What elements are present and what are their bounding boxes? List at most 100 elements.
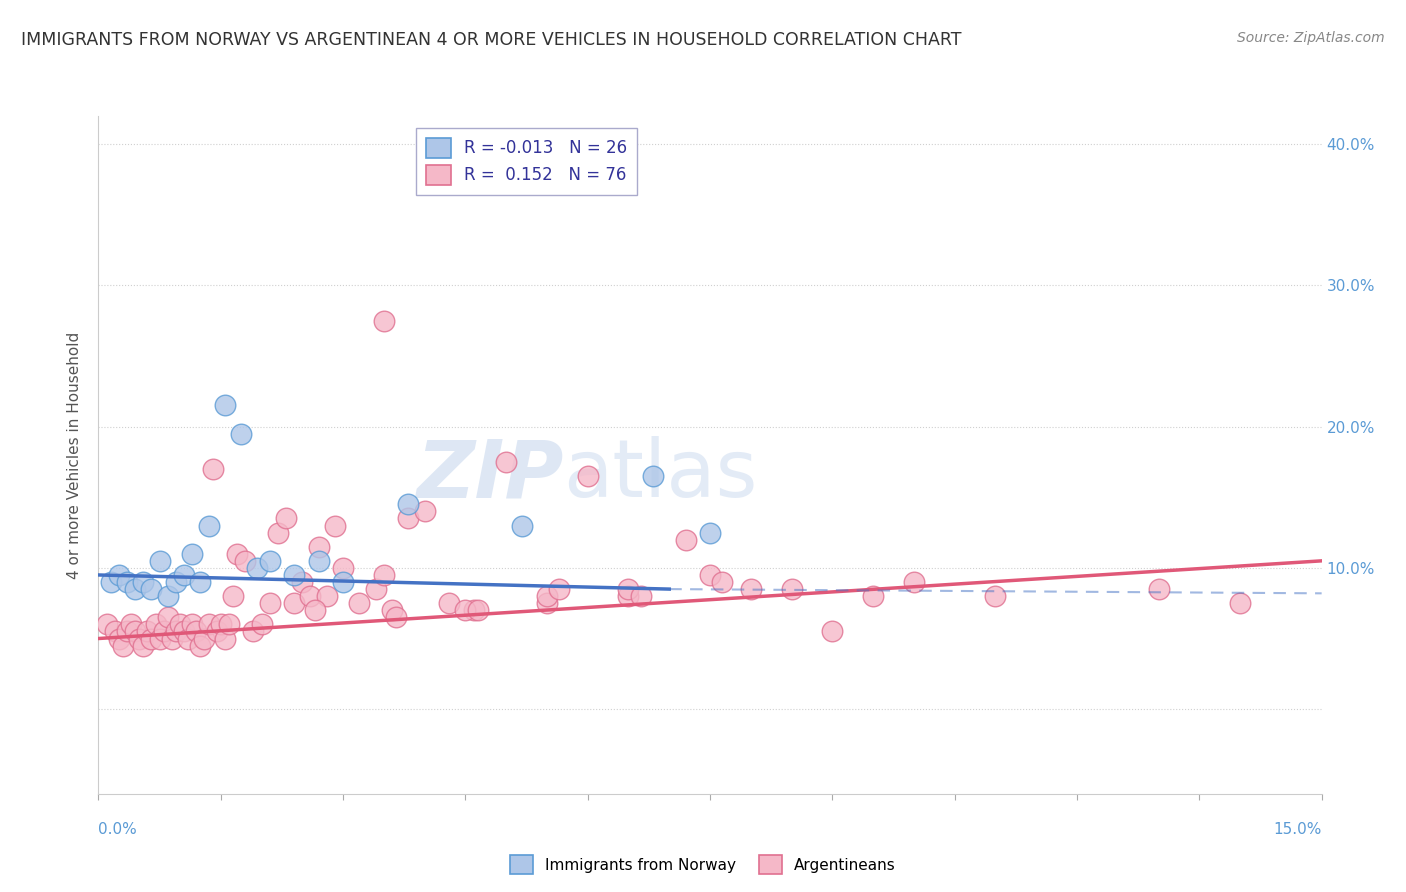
Point	[115, 624, 138, 639]
Point	[512, 518, 534, 533]
Text: ZIP: ZIP	[416, 436, 564, 515]
Point	[108, 632, 131, 646]
Point	[132, 639, 155, 653]
Point	[250, 617, 273, 632]
Point	[132, 575, 155, 590]
Point	[267, 525, 290, 540]
Point	[364, 582, 387, 596]
Point	[396, 497, 419, 511]
Point	[100, 575, 122, 590]
Point	[291, 575, 314, 590]
Point	[699, 525, 721, 540]
Point	[1229, 596, 1251, 610]
Text: IMMIGRANTS FROM NORWAY VS ARGENTINEAN 4 OR MORE VEHICLES IN HOUSEHOLD CORRELATIO: IMMIGRANTS FROM NORWAY VS ARGENTINEAN 4 …	[21, 31, 962, 49]
Point	[197, 518, 219, 533]
Point	[332, 575, 354, 590]
Point	[214, 399, 236, 413]
Point	[308, 554, 330, 568]
Point	[299, 589, 322, 603]
Point	[188, 639, 212, 653]
Point	[149, 632, 172, 646]
Point	[323, 518, 346, 533]
Point	[349, 596, 371, 610]
Point	[242, 624, 264, 639]
Point	[536, 589, 558, 603]
Point	[548, 582, 571, 596]
Point	[193, 632, 215, 646]
Point	[209, 617, 232, 632]
Point	[283, 568, 305, 582]
Point	[233, 554, 256, 568]
Point	[115, 575, 138, 590]
Point	[385, 610, 408, 624]
Point	[617, 582, 640, 596]
Point	[177, 632, 200, 646]
Point	[104, 624, 127, 639]
Point	[711, 575, 734, 590]
Point	[396, 511, 419, 525]
Point	[197, 617, 219, 632]
Point	[160, 632, 183, 646]
Point	[222, 589, 245, 603]
Point	[226, 547, 249, 561]
Point	[259, 596, 281, 610]
Point	[862, 589, 884, 603]
Point	[188, 575, 212, 590]
Point	[641, 469, 664, 483]
Point	[903, 575, 925, 590]
Point	[141, 632, 163, 646]
Y-axis label: 4 or more Vehicles in Household: 4 or more Vehicles in Household	[67, 331, 83, 579]
Point	[186, 624, 208, 639]
Point	[699, 568, 721, 582]
Point	[463, 603, 485, 617]
Point	[332, 561, 354, 575]
Point	[246, 561, 269, 575]
Point	[780, 582, 803, 596]
Point	[156, 589, 179, 603]
Text: atlas: atlas	[564, 436, 758, 515]
Point	[165, 624, 187, 639]
Point	[821, 624, 844, 639]
Point	[308, 540, 330, 554]
Point	[165, 575, 187, 590]
Point	[304, 603, 326, 617]
Point	[141, 582, 163, 596]
Text: Source: ZipAtlas.com: Source: ZipAtlas.com	[1237, 31, 1385, 45]
Point	[576, 469, 599, 483]
Point	[1147, 582, 1170, 596]
Point	[96, 617, 118, 632]
Point	[149, 554, 172, 568]
Point	[381, 603, 404, 617]
Point	[205, 624, 228, 639]
Point	[152, 624, 174, 639]
Point	[274, 511, 297, 525]
Point	[145, 617, 167, 632]
Point	[156, 610, 179, 624]
Point	[124, 624, 146, 639]
Point	[373, 314, 395, 328]
Point	[169, 617, 191, 632]
Point	[201, 462, 224, 476]
Point	[111, 639, 134, 653]
Point	[181, 617, 204, 632]
Point	[495, 455, 517, 469]
Point	[437, 596, 460, 610]
Point	[454, 603, 477, 617]
Point	[413, 504, 436, 518]
Point	[984, 589, 1007, 603]
Point	[259, 554, 281, 568]
Point	[630, 589, 652, 603]
Point	[214, 632, 236, 646]
Point	[536, 596, 558, 610]
Point	[283, 596, 305, 610]
Point	[108, 568, 131, 582]
Point	[124, 582, 146, 596]
Point	[467, 603, 489, 617]
Point	[173, 568, 195, 582]
Legend: R = -0.013   N = 26, R =  0.152   N = 76: R = -0.013 N = 26, R = 0.152 N = 76	[416, 128, 637, 195]
Point	[136, 624, 159, 639]
Legend: Immigrants from Norway, Argentineans: Immigrants from Norway, Argentineans	[503, 849, 903, 880]
Point	[231, 426, 253, 441]
Point	[373, 568, 395, 582]
Point	[315, 589, 337, 603]
